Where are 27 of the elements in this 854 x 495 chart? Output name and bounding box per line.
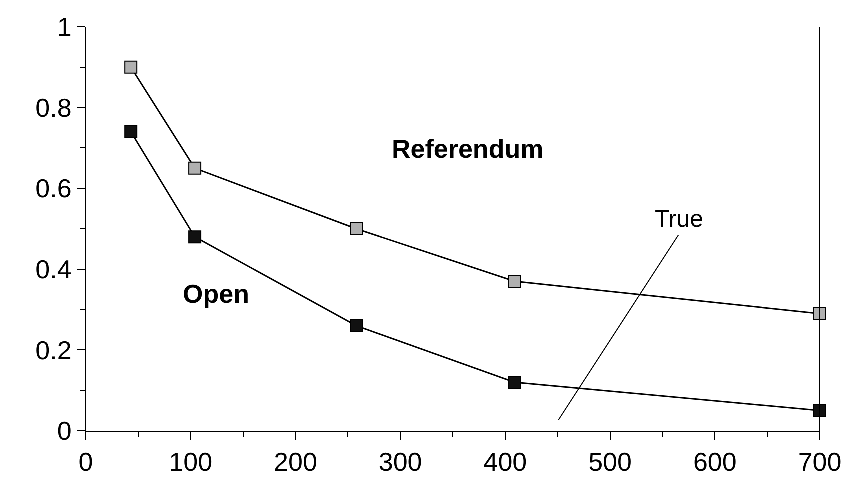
y-tick-label: 0.4 <box>36 254 72 284</box>
point <box>350 319 364 332</box>
text: Referendum <box>392 134 544 164</box>
y-tick-label: 0.8 <box>36 92 72 123</box>
point <box>814 307 826 320</box>
y-tick-label: 1 <box>57 12 72 42</box>
x-tick-label: 400 <box>484 447 528 478</box>
y-tick-label: 0 <box>57 416 72 446</box>
x-tick-label: 500 <box>588 447 632 478</box>
point <box>508 275 522 288</box>
x-tick-label: 300 <box>378 447 422 478</box>
point <box>188 230 202 244</box>
point <box>188 162 202 175</box>
annotation: True <box>655 206 704 233</box>
y-tick-label: 0.2 <box>36 335 72 366</box>
point <box>124 60 138 74</box>
y-tick-label: 0.6 <box>36 174 72 204</box>
x-tick-label: 200 <box>274 447 318 478</box>
x-tick-label: 100 <box>169 447 213 478</box>
series-label: Open <box>183 279 250 309</box>
x-tick-label: 0 <box>78 447 94 478</box>
point <box>350 222 364 236</box>
x-tick-label: 700 <box>798 447 842 478</box>
point <box>508 376 522 390</box>
point <box>124 126 138 139</box>
point <box>814 404 826 418</box>
x-tick-label: 600 <box>693 447 737 478</box>
